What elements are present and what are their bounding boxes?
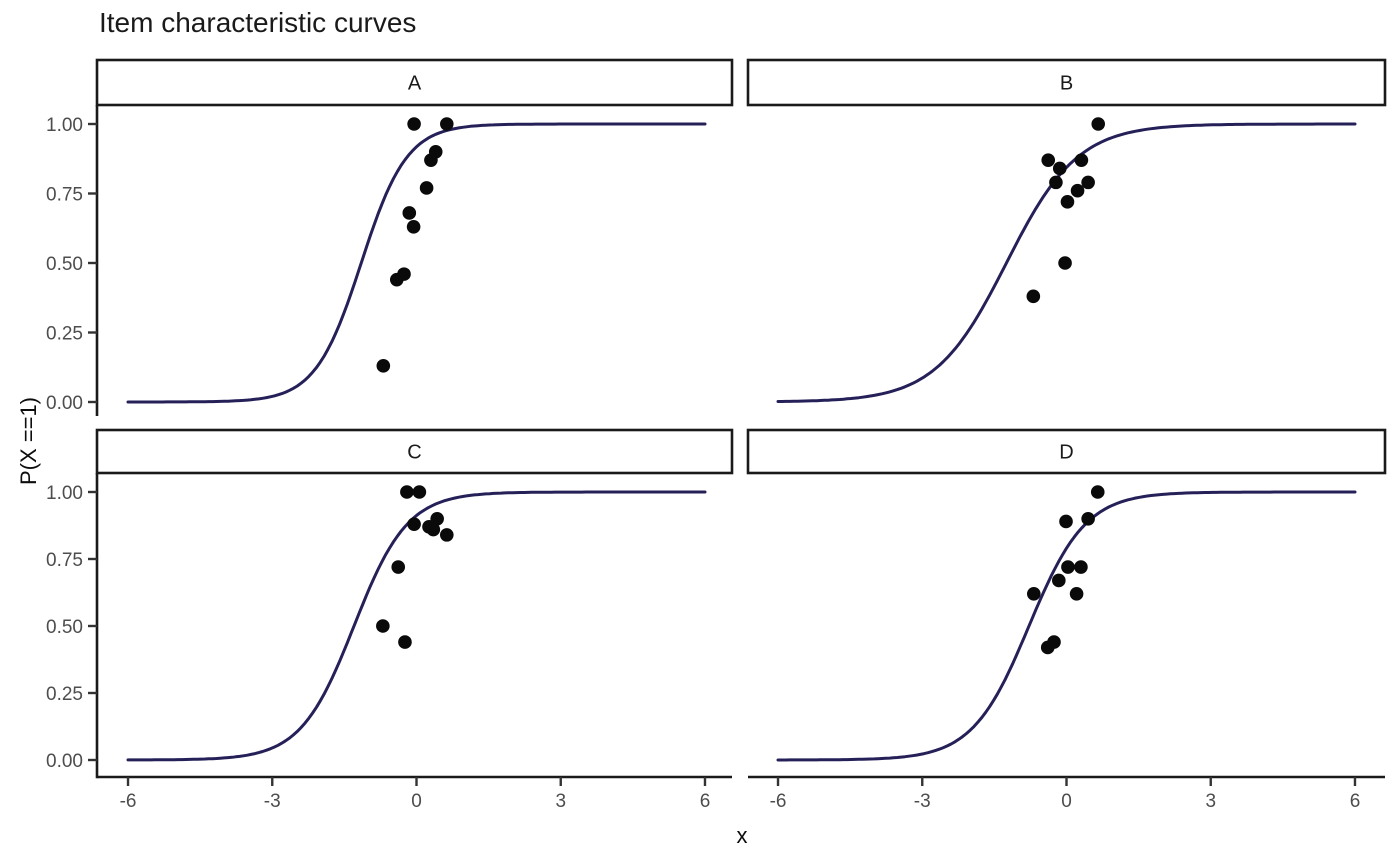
data-point [1069, 587, 1084, 601]
x-tick-label: -6 [770, 791, 787, 812]
x-tick-label: -6 [120, 791, 137, 812]
data-point [412, 485, 427, 499]
y-tick-label: 0.50 [46, 254, 83, 275]
data-point [419, 181, 434, 195]
facet-strip-label: B [1060, 73, 1073, 95]
icc-curve [126, 122, 707, 404]
x-tick-label: 6 [1350, 791, 1361, 812]
facet-strip-label: D [1059, 442, 1073, 464]
x-tick-label: 6 [700, 791, 711, 812]
data-point [407, 117, 421, 131]
facet-strip [746, 428, 1387, 475]
data-point [426, 522, 441, 537]
facet-strip-label: C [407, 442, 421, 464]
facet-strip [746, 58, 1387, 107]
data-point [376, 359, 391, 373]
data-point [1052, 573, 1066, 588]
y-tick-label: 0.75 [46, 550, 83, 571]
data-point [1074, 153, 1089, 167]
data-point [1026, 289, 1041, 304]
data-point [1090, 485, 1105, 499]
data-point [1070, 183, 1085, 198]
chart-title: Item characteristic curves [99, 7, 417, 38]
data-point [1027, 587, 1041, 601]
data-point [389, 272, 404, 287]
data-point [407, 517, 421, 531]
data-point [424, 153, 438, 167]
data-point [1081, 175, 1095, 190]
icc-curve [776, 122, 1357, 403]
y-tick-label: 1.00 [46, 115, 83, 136]
y-tick-label: 0.25 [46, 324, 83, 345]
facet-strip [95, 428, 734, 475]
x-tick-label: 0 [1061, 791, 1072, 812]
data-point [1049, 175, 1063, 190]
data-point [439, 528, 454, 542]
facet-strip-label: A [408, 73, 422, 95]
y-tick-label: 0.00 [46, 393, 83, 414]
data-point [1074, 560, 1088, 574]
x-tick-label: -3 [914, 791, 931, 812]
x-tick-label: -3 [264, 791, 281, 812]
data-point [406, 220, 421, 234]
data-point [391, 560, 406, 574]
data-point [1040, 640, 1055, 655]
y-tick-label: 0.75 [46, 185, 83, 206]
data-point [398, 635, 412, 649]
data-point [1058, 256, 1072, 270]
data-point [1041, 153, 1056, 167]
x-tick-label: 3 [555, 791, 566, 812]
icc-curve [776, 490, 1357, 762]
facet-strip [95, 58, 734, 107]
data-point [1052, 161, 1067, 176]
x-axis-title: x [736, 823, 748, 848]
data-point [402, 206, 417, 220]
y-tick-label: 1.00 [46, 483, 83, 504]
data-point [439, 117, 454, 131]
data-point [376, 619, 390, 633]
x-tick-label: 3 [1205, 791, 1216, 812]
data-point [1061, 560, 1075, 574]
data-point [1081, 512, 1095, 526]
x-tick-label: 0 [411, 791, 422, 812]
icc-curve [126, 490, 707, 762]
y-axis-title: P(X ==1) [16, 396, 41, 486]
y-tick-label: 0.50 [46, 617, 83, 638]
data-point [1059, 514, 1073, 529]
data-point [400, 485, 414, 499]
y-tick-label: 0.25 [46, 684, 83, 705]
data-point [1091, 117, 1106, 131]
y-tick-label: 0.00 [46, 751, 83, 772]
data-point [1060, 195, 1075, 209]
